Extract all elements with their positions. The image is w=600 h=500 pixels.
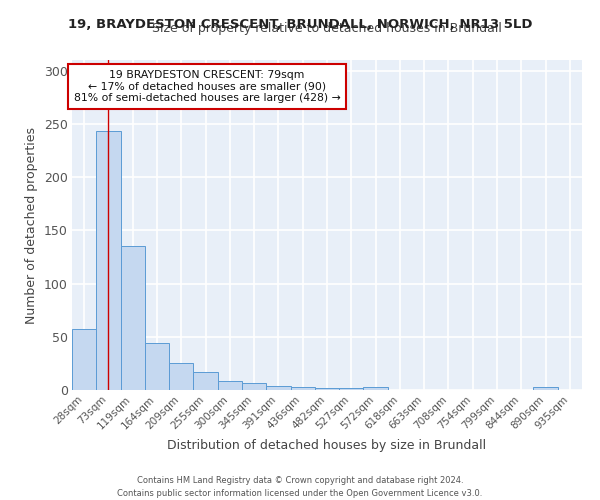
Title: Size of property relative to detached houses in Brundall: Size of property relative to detached ho… <box>152 22 502 35</box>
Text: 19 BRAYDESTON CRESCENT: 79sqm
← 17% of detached houses are smaller (90)
81% of s: 19 BRAYDESTON CRESCENT: 79sqm ← 17% of d… <box>74 70 341 103</box>
Bar <box>218 382 242 390</box>
Bar <box>72 330 96 390</box>
Text: 19, BRAYDESTON CRESCENT, BRUNDALL, NORWICH, NR13 5LD: 19, BRAYDESTON CRESCENT, BRUNDALL, NORWI… <box>68 18 532 30</box>
Bar <box>121 246 145 390</box>
Text: Contains HM Land Registry data © Crown copyright and database right 2024.
Contai: Contains HM Land Registry data © Crown c… <box>118 476 482 498</box>
Bar <box>315 388 339 390</box>
Bar <box>339 388 364 390</box>
Bar <box>533 387 558 390</box>
Bar <box>266 386 290 390</box>
Bar <box>364 387 388 390</box>
Y-axis label: Number of detached properties: Number of detached properties <box>25 126 38 324</box>
Bar <box>169 364 193 390</box>
Bar <box>290 387 315 390</box>
X-axis label: Distribution of detached houses by size in Brundall: Distribution of detached houses by size … <box>167 440 487 452</box>
Bar <box>96 132 121 390</box>
Bar <box>242 382 266 390</box>
Bar <box>145 343 169 390</box>
Bar <box>193 372 218 390</box>
